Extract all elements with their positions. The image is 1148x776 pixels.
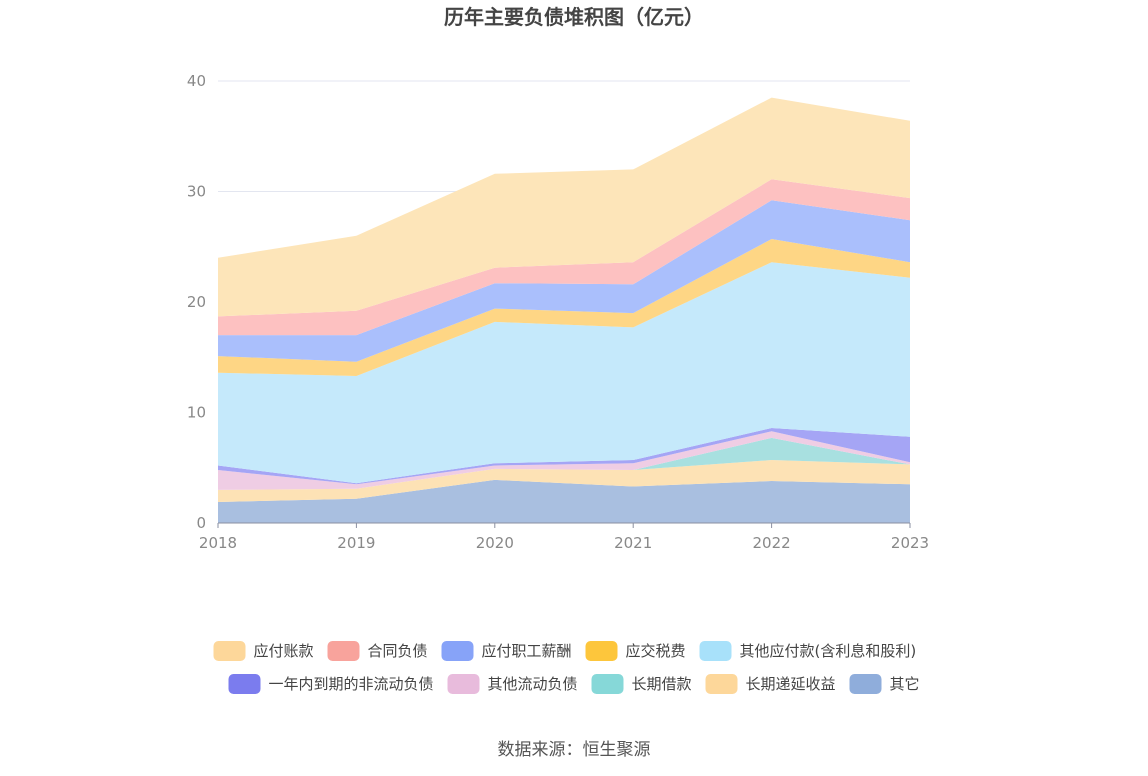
x-tick-label: 2020 <box>476 534 514 552</box>
legend-label: 一年内到期的非流动负债 <box>269 675 434 693</box>
legend-label: 应付账款 <box>254 642 314 660</box>
legend-swatch <box>228 674 261 694</box>
data-source-note: 数据来源：恒生聚源 <box>498 740 651 760</box>
y-tick-label: 40 <box>187 72 206 90</box>
area-series-group <box>218 97 910 523</box>
area-series-1 <box>218 460 910 502</box>
legend-swatch <box>699 641 732 661</box>
legend-swatch <box>213 641 246 661</box>
legend-swatch <box>705 674 738 694</box>
chart-title: 历年主要负债堆积图（亿元） <box>444 5 704 29</box>
area-series-3 <box>218 431 910 490</box>
legend-swatch <box>585 641 618 661</box>
x-tick-label: 2022 <box>753 534 791 552</box>
area-series-2 <box>218 437 910 490</box>
legend-label: 长期借款 <box>632 675 692 693</box>
legend-swatch <box>447 674 480 694</box>
legend-swatch <box>849 674 882 694</box>
legend-label: 合同负债 <box>368 642 428 660</box>
legend-swatch <box>591 674 624 694</box>
area-series-0 <box>218 479 910 523</box>
legend-label: 其他流动负债 <box>488 675 578 693</box>
legend-label: 应交税费 <box>626 642 686 660</box>
area-series-4 <box>218 428 910 485</box>
area-series-7 <box>218 200 910 362</box>
x-tick-label: 2019 <box>337 534 375 552</box>
x-tick-label: 2021 <box>614 534 652 552</box>
legend-label: 长期递延收益 <box>746 675 836 693</box>
x-tick-label: 2018 <box>199 534 237 552</box>
legend-label: 应付职工薪酬 <box>482 642 572 660</box>
y-tick-label: 0 <box>196 514 206 532</box>
legend-swatch <box>441 641 474 661</box>
axes: 0 10 20 30 40 2018 2019 2020 2021 2022 2023 <box>187 72 929 552</box>
y-tick-label: 30 <box>187 183 206 201</box>
legend-label: 其他应付款(含利息和股利) <box>740 642 917 660</box>
area-series-9 <box>218 97 910 317</box>
area-series-8 <box>218 179 910 336</box>
area-series-5 <box>218 262 910 484</box>
legend: 应付账款 合同负债 应付职工薪酬 应交税费 其他应付款(含利息和股利) 一年内到期的非流动… <box>213 641 920 694</box>
x-tick-label: 2023 <box>891 534 929 552</box>
y-tick-label: 20 <box>187 293 206 311</box>
legend-label: 其它 <box>890 675 920 693</box>
y-tick-label: 10 <box>187 404 206 422</box>
legend-swatch <box>327 641 360 661</box>
area-series-6 <box>218 239 910 376</box>
